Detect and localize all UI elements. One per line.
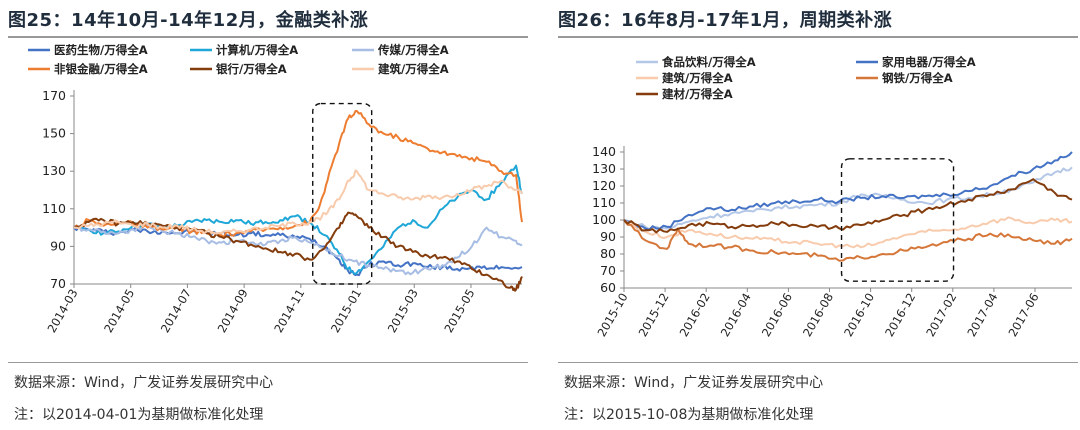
line-chart-right: 食品饮料/万得全A 家用电器/万得全A 建筑/万得全A 钢铁/万得全A 建材/万得全A 6…: [592, 55, 1073, 340]
y-tick-label: 170: [42, 88, 66, 103]
y-tick-label: 90: [600, 229, 616, 244]
legend-label: 钢铁/万得全A: [882, 71, 953, 85]
x-tick-label: 2016-08: [800, 291, 836, 340]
legend-item: 建筑/万得全A: [352, 62, 449, 76]
y-tick-label: 140: [592, 144, 616, 159]
series-line: [73, 225, 523, 277]
legend-label: 传媒/万得全A: [377, 43, 449, 57]
series-line: [73, 211, 523, 292]
x-tick-label: 2015-03: [385, 287, 421, 336]
x-tick-label: 2015-01: [328, 287, 364, 336]
series-line: [73, 223, 523, 276]
x-tick-label: 2016-02: [677, 291, 713, 340]
x-tick-label: 2014-07: [158, 287, 194, 336]
y-tick-label: 70: [50, 276, 66, 291]
x-tick-label: 2016-06: [759, 291, 795, 340]
x-tick-label: 2014-09: [215, 287, 251, 336]
x-tick-label: 2014-05: [101, 287, 137, 336]
legend-item: 建筑/万得全A: [636, 71, 733, 85]
title-rule: [8, 36, 528, 38]
y-tick-label: 130: [42, 163, 66, 178]
baseline-note: 注：以2015-10-08为基期做标准化处理: [564, 407, 814, 423]
y-tick-label: 110: [42, 201, 66, 216]
baseline-note: 注：以2014-04-01为基期做标准化处理: [14, 407, 264, 423]
x-tick-label: 2015-12: [636, 291, 672, 340]
y-tick-label: 60: [600, 280, 616, 295]
legend-item: 建材/万得全A: [636, 87, 733, 101]
legend-item: 家用电器/万得全A: [856, 55, 976, 69]
series-line: [73, 110, 523, 239]
y-tick-label: 90: [50, 238, 66, 253]
y-tick-label: 110: [592, 195, 616, 210]
x-tick-label: 2014-03: [44, 287, 80, 336]
source-note: 数据来源：Wind，广发证券发展研究中心: [14, 375, 274, 391]
legend-item: 传媒/万得全A: [352, 43, 449, 57]
y-tick-label: 130: [592, 161, 616, 176]
legend-label: 建筑/万得全A: [662, 71, 733, 85]
x-tick-label: 2015-05: [441, 287, 477, 336]
legend-label: 非银金融/万得全A: [54, 62, 148, 76]
title-rule: [558, 36, 1078, 38]
legend-item: 计算机/万得全A: [190, 43, 298, 57]
legend-item: 食品饮料/万得全A: [636, 55, 756, 69]
chart-panel-right: 图26：16年8月-17年1月，周期类补涨 食品饮料/万得全A 家用电器/万得全A…: [550, 0, 1080, 430]
x-tick-label: 2016-04: [718, 291, 754, 340]
y-tick-label: 120: [592, 178, 616, 193]
footer-rule: [8, 362, 528, 363]
legend-label: 医药生物/万得全A: [54, 43, 148, 57]
x-tick-label: 2015-10: [594, 291, 630, 340]
line-chart-left: 医药生物/万得全A 计算机/万得全A 传媒/万得全A 非银金融/万得全A 银行/万得全A…: [28, 43, 523, 336]
legend-item: 非银金融/万得全A: [28, 62, 148, 76]
x-tick-label: 2017-06: [1005, 290, 1041, 339]
legend-item: 医药生物/万得全A: [28, 43, 148, 57]
series-line: [623, 216, 1073, 249]
footer-rule: [558, 362, 1078, 363]
legend-label: 建筑/万得全A: [378, 62, 449, 76]
x-tick-label: 2016-12: [882, 291, 918, 340]
series-line: [623, 151, 1073, 231]
y-tick-label: 100: [592, 212, 616, 227]
series-line: [623, 178, 1073, 234]
y-tick-label: 80: [600, 246, 616, 261]
legend-label: 家用电器/万得全A: [882, 55, 976, 69]
highlight-box: [312, 102, 373, 285]
source-note: 数据来源：Wind，广发证券发展研究中心: [564, 375, 824, 391]
highlight-box: [840, 158, 955, 282]
x-tick-label: 2017-02: [923, 291, 959, 340]
chart-panel-left: 图25：14年10月-14年12月，金融类补涨 医药生物/万得全A 计算机/万得全…: [0, 0, 530, 430]
x-tick-label: 2014-11: [271, 287, 307, 336]
legend-label: 计算机/万得全A: [216, 43, 298, 57]
legend-label: 建材/万得全A: [662, 87, 733, 101]
series-line: [73, 169, 523, 235]
legend-label: 食品饮料/万得全A: [662, 55, 756, 69]
chart-title: 图26：16年8月-17年1月，周期类补涨: [558, 10, 893, 31]
legend-item: 钢铁/万得全A: [856, 71, 953, 85]
x-tick-label: 2016-10: [841, 291, 877, 340]
legend-label: 银行/万得全A: [216, 62, 287, 76]
series-line: [623, 219, 1073, 262]
legend-item: 银行/万得全A: [190, 62, 287, 76]
x-tick-label: 2017-04: [964, 291, 1000, 340]
y-tick-label: 150: [42, 126, 66, 141]
y-tick-label: 70: [600, 263, 616, 278]
chart-title: 图25：14年10月-14年12月，金融类补涨: [8, 10, 369, 31]
